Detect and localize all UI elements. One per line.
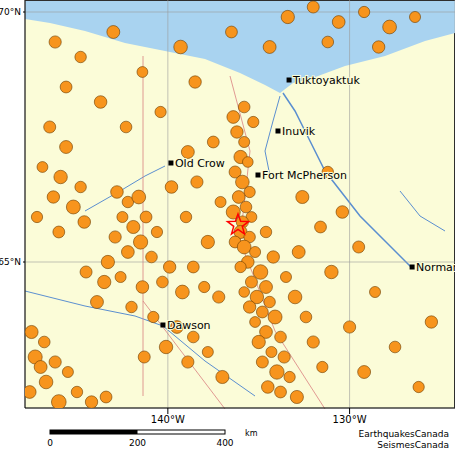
svg-text:SeismesCanada: SeismesCanada bbox=[377, 440, 447, 450]
svg-text:Norman: Norman bbox=[416, 261, 447, 274]
svg-text:Fort McPherson: Fort McPherson bbox=[262, 169, 347, 182]
svg-text:0: 0 bbox=[47, 438, 53, 448]
svg-text:130°W: 130°W bbox=[333, 414, 367, 425]
svg-text:Inuvik: Inuvik bbox=[282, 125, 316, 138]
svg-text:Tuktoyaktuk: Tuktoyaktuk bbox=[292, 74, 360, 87]
svg-text:70°N: 70°N bbox=[8, 7, 21, 17]
svg-text:400: 400 bbox=[216, 438, 233, 448]
svg-text:200: 200 bbox=[129, 438, 146, 448]
svg-text:km: km bbox=[245, 429, 258, 438]
svg-text:140°W: 140°W bbox=[151, 414, 185, 425]
svg-text:Dawson: Dawson bbox=[167, 319, 211, 332]
svg-text:65°N: 65°N bbox=[8, 257, 21, 267]
svg-text:EarthquakesCanada: EarthquakesCanada bbox=[359, 429, 447, 439]
svg-text:Old Crow: Old Crow bbox=[175, 157, 225, 170]
